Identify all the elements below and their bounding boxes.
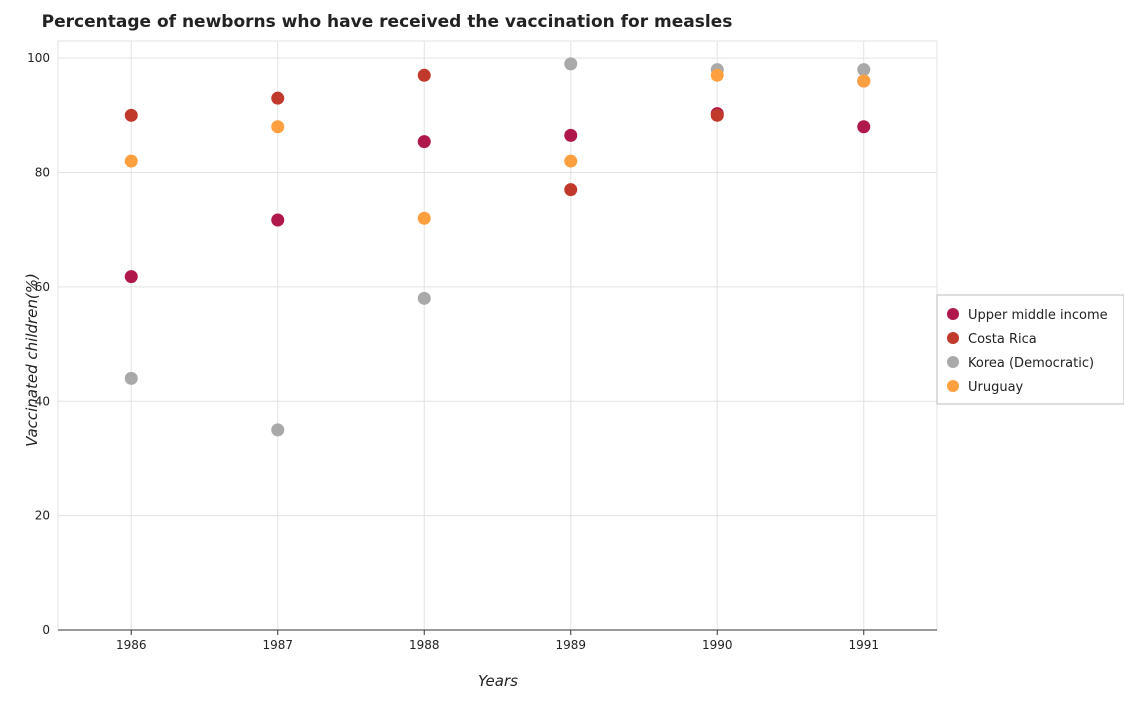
legend: Upper middle income Costa Rica Korea (Demo… <box>936 294 1124 405</box>
data-point <box>564 154 578 168</box>
x-axis-label: Years <box>478 672 518 690</box>
legend-label: Korea (Democratic) <box>968 356 1094 371</box>
data-point <box>271 213 285 227</box>
data-point <box>124 371 138 385</box>
data-point <box>857 63 871 77</box>
data-point <box>124 270 138 284</box>
chart-title: Percentage of newborns who have received… <box>42 12 733 32</box>
data-point <box>564 183 578 197</box>
data-point <box>271 423 285 437</box>
data-point <box>124 154 138 168</box>
legend-marker <box>947 356 959 368</box>
data-point <box>271 120 285 134</box>
data-point <box>417 68 431 82</box>
x-tick-label: 1986 <box>116 638 147 652</box>
data-points <box>124 57 871 437</box>
legend-label: Costa Rica <box>968 332 1037 347</box>
x-tick-label: 1990 <box>702 638 733 652</box>
legend-marker <box>947 308 959 320</box>
data-point <box>417 135 431 149</box>
x-tick-label: 1989 <box>555 638 586 652</box>
data-point <box>710 68 724 82</box>
legend-marker <box>947 380 959 392</box>
axes: 0 20 40 60 80 100 1986 1987 1988 1989 1990 1991 <box>27 51 937 652</box>
data-point <box>564 128 578 142</box>
x-tick-label: 1991 <box>848 638 879 652</box>
plot-frame <box>57 40 938 631</box>
y-tick-label: 100 <box>27 51 50 65</box>
data-point <box>124 108 138 122</box>
legend-marker <box>947 332 959 344</box>
y-tick-label: 20 <box>35 509 50 523</box>
data-point <box>857 120 871 134</box>
data-point <box>417 211 431 225</box>
legend-label: Upper middle income <box>968 308 1108 323</box>
y-tick-label: 40 <box>35 394 50 408</box>
legend-label: Uruguay <box>968 380 1024 395</box>
x-tick-label: 1987 <box>262 638 293 652</box>
data-point <box>857 74 871 88</box>
y-axis-label: Vaccinated children(%) <box>23 273 41 447</box>
data-point <box>271 91 285 105</box>
data-point <box>417 291 431 305</box>
y-tick-label: 0 <box>42 623 50 637</box>
data-point <box>564 57 578 71</box>
grid-lines <box>57 40 938 631</box>
y-tick-label: 80 <box>35 166 50 180</box>
y-tick-label: 60 <box>35 280 50 294</box>
x-tick-label: 1988 <box>409 638 440 652</box>
legend-box <box>936 294 1124 405</box>
data-point <box>710 108 724 122</box>
